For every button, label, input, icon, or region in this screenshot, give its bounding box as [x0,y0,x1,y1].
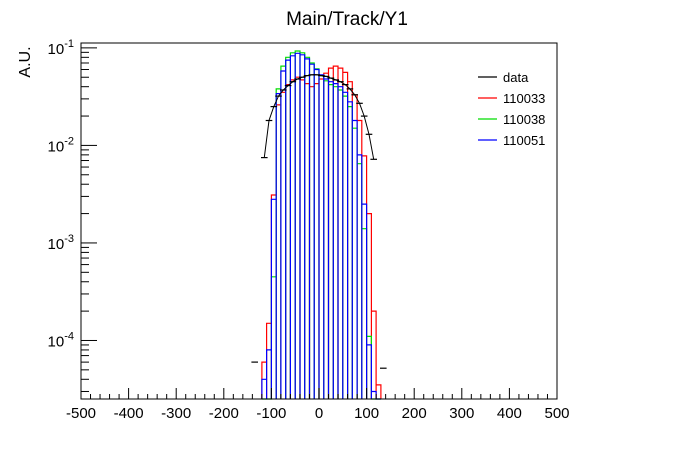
x-tick-label: 100 [354,405,379,422]
y-tick-label: 10-1 [48,38,74,58]
series-line-110038 [261,50,381,400]
legend-label-data: data [503,70,529,85]
legend-label-110038: 110038 [503,112,545,127]
x-axis: -500 -400 -300 -200 -100 0 100 200 300 400 500 [66,388,570,422]
series-line-110051 [261,52,381,400]
x-tick-label: -200 [209,405,239,422]
legend-label-110051: 110051 [503,133,545,148]
x-tick-label: 200 [402,405,427,422]
legend-label-110033: 110033 [503,91,545,106]
x-tick-label: -500 [66,405,96,422]
y-tick-label: 10-3 [48,233,74,253]
y-tick-label: 10-4 [48,330,74,350]
x-tick-label: 300 [449,405,474,422]
series-line-data [263,74,375,160]
y-axis-label: A.U. [17,46,34,77]
histogram-series-layer [261,50,382,400]
legend: data 110033 110038 110051 [478,70,545,148]
chart-title: Main/Track/Y1 [286,9,408,30]
x-tick-label: -400 [114,405,144,422]
y-tick-label: 10-2 [48,135,74,155]
x-tick-label: -300 [161,405,191,422]
y-axis: 10-1 10-2 10-3 10-4 [48,38,97,392]
x-tick-label: -100 [256,405,286,422]
x-tick-label: 500 [544,405,569,422]
x-tick-label: 0 [315,405,323,422]
data-marker-layer [251,74,387,369]
x-tick-label: 400 [497,405,522,422]
